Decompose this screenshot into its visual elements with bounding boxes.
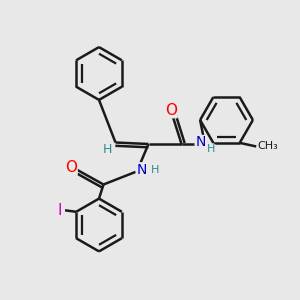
Text: N: N [195,136,206,149]
Text: N: N [136,163,147,177]
Text: O: O [165,103,177,118]
Text: H: H [151,165,159,175]
Text: O: O [65,160,77,175]
Text: H: H [206,144,215,154]
Text: CH₃: CH₃ [257,142,278,152]
Text: H: H [102,142,112,156]
Text: I: I [57,203,62,218]
